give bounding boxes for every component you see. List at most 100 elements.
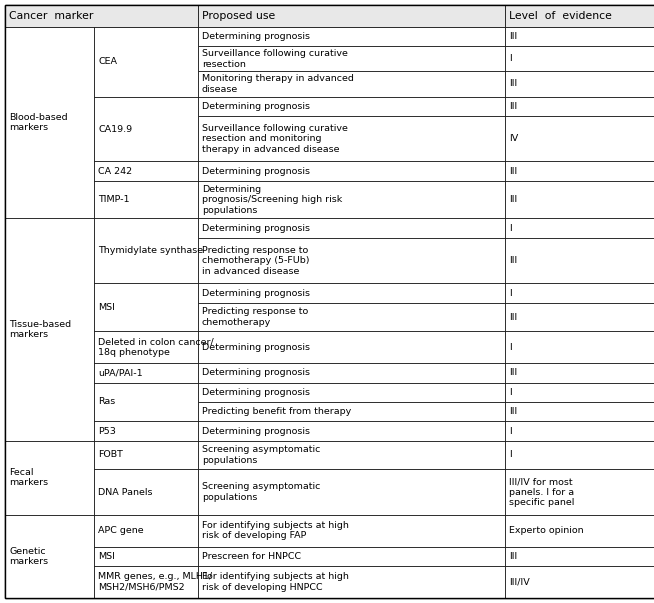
Text: Blood-based
markers: Blood-based markers [9,113,67,133]
Text: III: III [509,32,517,41]
Text: I: I [509,450,511,459]
Text: FOBT: FOBT [98,450,123,459]
Text: Determining prognosis: Determining prognosis [202,224,310,233]
Bar [505,162,654,181]
Bar [198,5,505,27]
Text: Predicting response to
chemotherapy (5-FUb)
in advanced disease: Predicting response to chemotherapy (5-F… [202,246,309,276]
Text: Determining
prognosis/Screening high risk
populations: Determining prognosis/Screening high ris… [202,185,342,215]
Text: III: III [509,312,517,321]
Bar [5,218,94,441]
Text: Determining prognosis: Determining prognosis [202,289,310,298]
Text: I: I [509,54,511,63]
Text: Predicting response to
chemotherapy: Predicting response to chemotherapy [202,308,308,327]
Bar [198,283,505,303]
Text: III: III [509,166,517,175]
Bar [94,382,198,421]
Text: Ras: Ras [98,397,116,406]
Bar [505,116,654,162]
Bar [94,283,198,331]
Bar [505,402,654,421]
Bar [198,363,505,382]
Bar [198,116,505,162]
Bar [505,303,654,331]
Bar [94,162,198,181]
Bar [5,5,198,27]
Bar [198,303,505,331]
Text: Predicting benefit from therapy: Predicting benefit from therapy [202,407,351,416]
Text: For identifying subjects at high
risk of developing FAP: For identifying subjects at high risk of… [202,521,349,540]
Bar [505,421,654,441]
Text: III: III [509,80,517,89]
Bar [198,331,505,363]
Bar [505,27,654,46]
Text: III: III [509,256,517,265]
Text: Level  of  evidence: Level of evidence [509,11,612,21]
Text: Deleted in colon cancer/
18q phenotype: Deleted in colon cancer/ 18q phenotype [98,338,214,357]
Bar [198,421,505,441]
Text: I: I [509,224,511,233]
Bar [94,469,198,515]
Bar [198,382,505,402]
Bar [198,238,505,283]
Bar [5,441,94,515]
Bar [94,27,198,96]
Bar [198,547,505,566]
Bar [94,96,198,162]
Bar [505,46,654,71]
Text: III: III [509,368,517,377]
Text: P53: P53 [98,426,116,435]
Text: III/IV for most
panels. I for a
specific panel: III/IV for most panels. I for a specific… [509,477,574,507]
Text: Determining prognosis: Determining prognosis [202,426,310,435]
Text: Genetic
markers: Genetic markers [9,547,48,566]
Text: I: I [509,343,511,352]
Text: I: I [509,289,511,298]
Bar [94,218,198,283]
Text: MMR genes, e.g., MLH1/
MSH2/MSH6/PMS2: MMR genes, e.g., MLH1/ MSH2/MSH6/PMS2 [98,572,213,592]
Text: Determining prognosis: Determining prognosis [202,32,310,41]
Bar [505,238,654,283]
Text: I: I [509,388,511,397]
Bar [505,331,654,363]
Text: IV: IV [509,134,518,143]
Text: MSI: MSI [98,303,115,312]
Text: Cancer  marker: Cancer marker [9,11,94,21]
Text: MSI: MSI [98,552,115,561]
Bar [505,363,654,382]
Text: Experto opinion: Experto opinion [509,526,583,535]
Bar [505,96,654,116]
Text: Determining prognosis: Determining prognosis [202,368,310,377]
Bar [94,515,198,547]
Bar [198,515,505,547]
Text: Fecal
markers: Fecal markers [9,468,48,487]
Bar [198,96,505,116]
Bar [198,441,505,469]
Text: III/IV: III/IV [509,578,530,587]
Bar [505,547,654,566]
Text: Surveillance following curative
resection: Surveillance following curative resectio… [202,49,348,69]
Bar [505,218,654,238]
Text: For identifying subjects at high
risk of developing HNPCC: For identifying subjects at high risk of… [202,572,349,592]
Text: III: III [509,552,517,561]
Bar [198,46,505,71]
Bar [505,283,654,303]
Bar [5,27,94,218]
Bar [94,331,198,363]
Text: Determining prognosis: Determining prognosis [202,343,310,352]
Bar [94,566,198,598]
Text: Screening asymptomatic
populations: Screening asymptomatic populations [202,482,320,502]
Text: CEA: CEA [98,57,117,66]
Bar [94,421,198,441]
Text: III: III [509,407,517,416]
Bar [505,441,654,469]
Text: Prescreen for HNPCC: Prescreen for HNPCC [202,552,301,561]
Bar [94,363,198,382]
Text: I: I [509,426,511,435]
Text: CA19.9: CA19.9 [98,124,132,133]
Bar [94,181,198,218]
Text: Tissue-based
markers: Tissue-based markers [9,320,71,339]
Bar [198,402,505,421]
Bar [505,5,654,27]
Text: III: III [509,195,517,204]
Text: Determining prognosis: Determining prognosis [202,166,310,175]
Text: Surveillance following curative
resection and monitoring
therapy in advanced dis: Surveillance following curative resectio… [202,124,348,154]
